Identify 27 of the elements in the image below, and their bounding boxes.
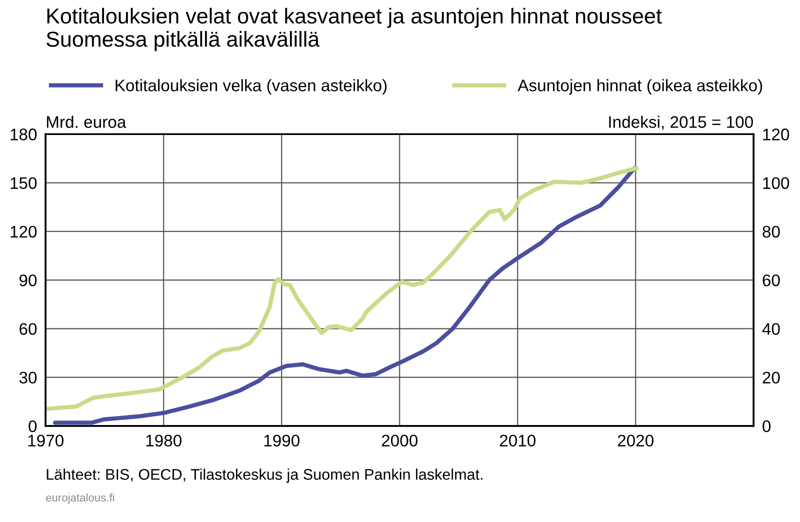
y-tick-label: 60 bbox=[20, 323, 37, 335]
y-tick-label: 0 bbox=[28, 420, 37, 432]
y2-tick-label: 20 bbox=[762, 372, 780, 384]
text: eurojatalous.fi bbox=[46, 493, 114, 504]
legend-label: Asuntojen hinnat (oikea asteikko) bbox=[518, 79, 762, 95]
x-tick-label: 1980 bbox=[146, 434, 182, 447]
y-tick-label: 30 bbox=[19, 372, 37, 384]
y2-tick-label: 80 bbox=[762, 226, 780, 238]
y2-axis-title: Indeksi, 2015 = 100 bbox=[609, 116, 753, 130]
x-tick-label: 1970 bbox=[28, 434, 64, 447]
y2-tick-label: 40 bbox=[762, 323, 780, 335]
text: Lähteet: BIS, OECD, Tilastokeskus ja Suomen Pankin laskelmat. bbox=[46, 468, 482, 483]
y-tick-label: 120 bbox=[10, 226, 37, 238]
y2-tick-label: 0 bbox=[762, 420, 771, 432]
y-tick-label: 150 bbox=[10, 177, 37, 189]
chart-title: Kotitalouksien velat ovat kasvaneet ja asuntojen hinnat nousseet Suomessa pitkällä aikavälillä bbox=[46, 8, 662, 52]
x-tick-label: 2010 bbox=[500, 434, 536, 447]
legend-label: Kotitalouksien velka (vasen asteikko) bbox=[116, 79, 387, 95]
y2-tick-label: 100 bbox=[763, 177, 790, 189]
y2-tick-label: 60 bbox=[762, 274, 780, 286]
y-tick-label: 180 bbox=[10, 128, 37, 140]
y2-tick-label: 120 bbox=[763, 128, 790, 140]
x-tick-label: 2000 bbox=[382, 434, 418, 447]
x-tick-label: 2020 bbox=[618, 434, 654, 447]
y-axis-title: Mrd. euroa bbox=[46, 116, 126, 128]
y-tick-label: 90 bbox=[20, 274, 37, 286]
x-tick-label: 1990 bbox=[264, 434, 300, 447]
